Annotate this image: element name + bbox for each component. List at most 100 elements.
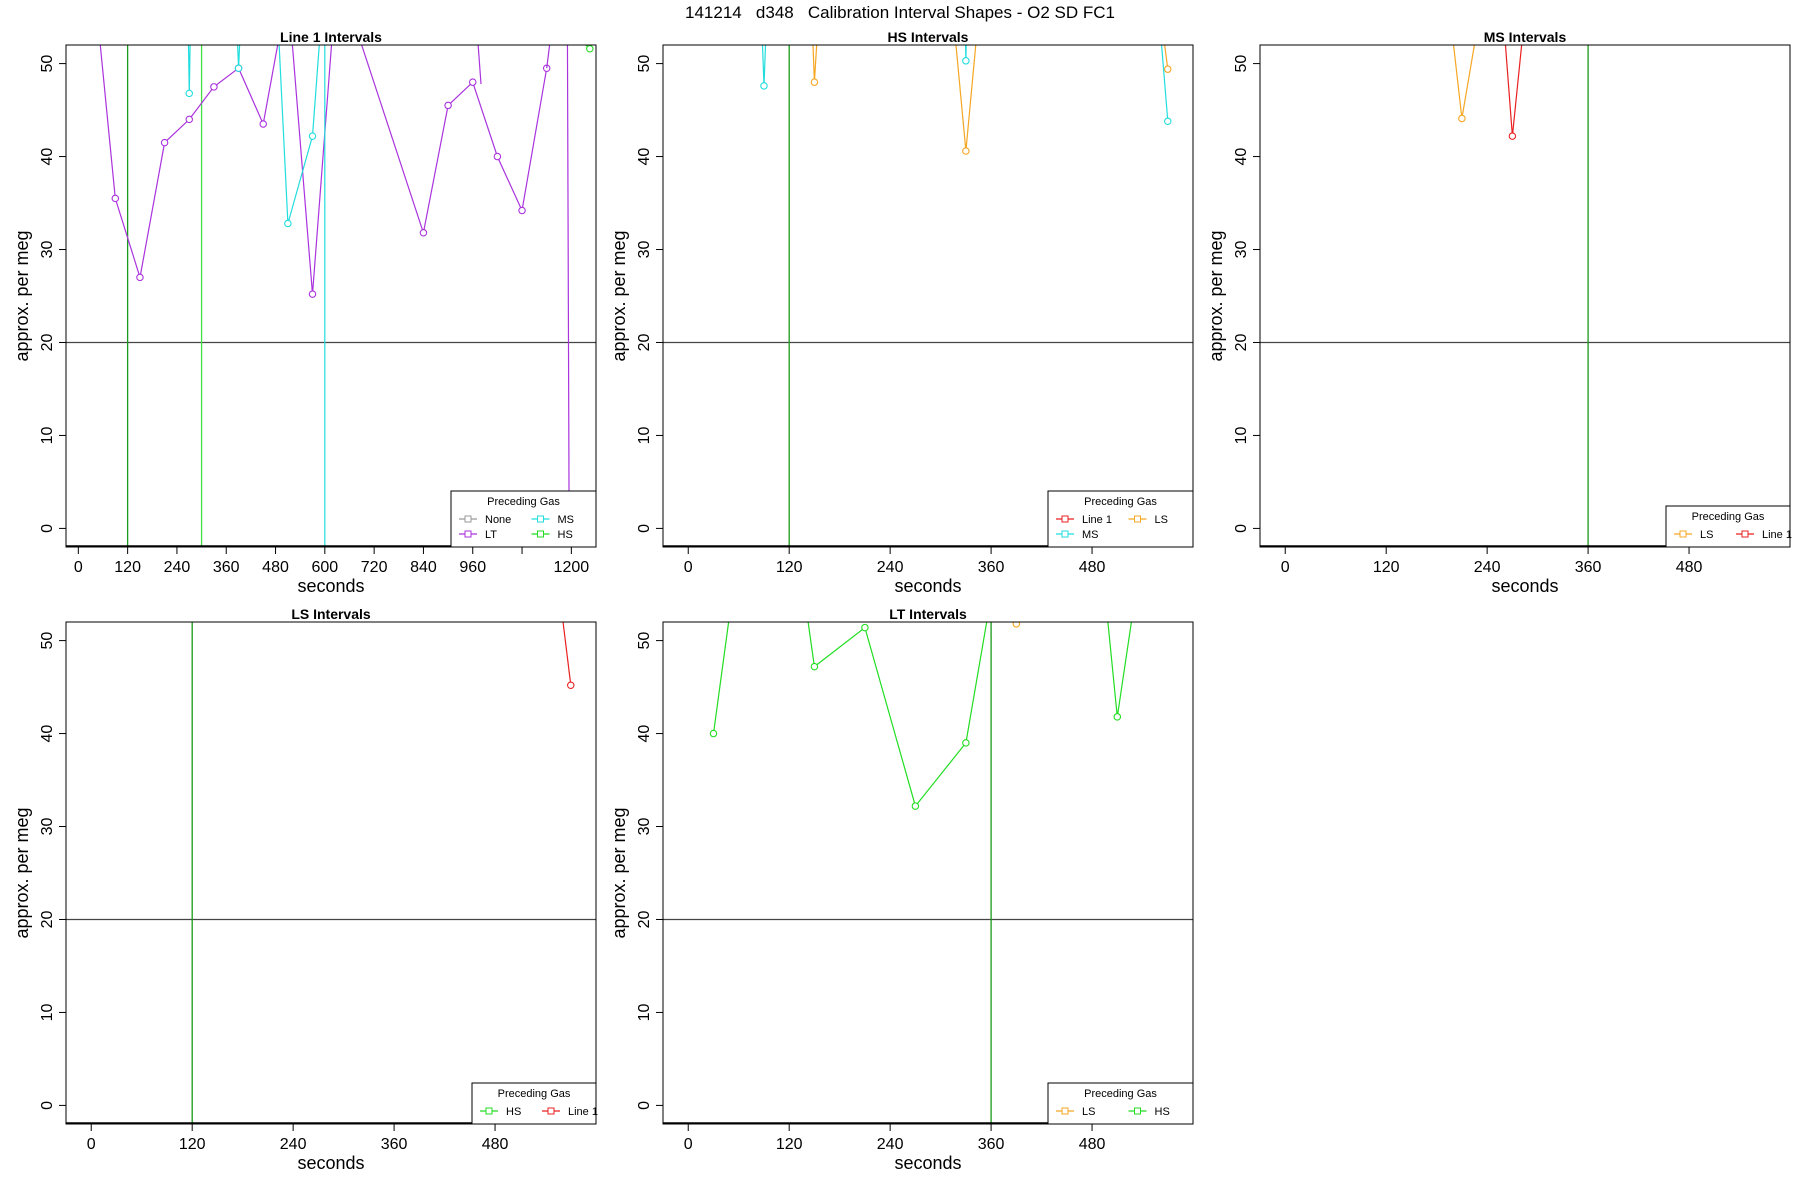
y-tick-label: 10 [636, 1003, 653, 1021]
legend-entry-label: LS [1155, 514, 1168, 526]
y-tick-label: 30 [39, 241, 56, 259]
series-line-lt [546, 45, 570, 547]
legend-swatch-marker [537, 515, 544, 523]
chart-panel: MS Intervals 0 120 240 360 480 0 10 20 30 40 50 seco… [1206, 29, 1792, 596]
data-point [284, 219, 292, 228]
series-line-ls [1164, 45, 1169, 70]
legend-swatch-marker [1134, 515, 1141, 523]
legend-title: Preceding Gas [487, 496, 560, 508]
series-line-hs [807, 622, 988, 808]
legend-swatch-marker [1061, 530, 1069, 538]
legend: Preceding Gas LS Line 1 [1665, 505, 1792, 548]
plot-area [66, 622, 596, 1124]
series-line-ms [1160, 45, 1169, 122]
x-tick-label: 360 [213, 559, 240, 576]
x-tick-label: 240 [877, 1136, 904, 1153]
legend-swatch-marker [547, 1107, 555, 1115]
legend-entry-label: MS [1082, 529, 1099, 541]
legend-entry-label: HS [1155, 1106, 1170, 1118]
legend-entry-label: Line 1 [568, 1106, 598, 1118]
y-axis-label: approx. per meg [1206, 230, 1226, 361]
data-point [962, 739, 970, 747]
y-tick-label: 40 [39, 725, 56, 743]
data-point [210, 83, 218, 91]
x-tick-label: 960 [459, 559, 486, 576]
y-tick-label: 30 [636, 241, 653, 259]
y-tick-label: 10 [39, 426, 56, 444]
y-tick-label: 20 [1233, 333, 1250, 351]
y-tick-label: 0 [636, 1101, 653, 1110]
data-point [911, 802, 920, 810]
data-point [1508, 132, 1517, 140]
chart-panel: HS Intervals 0 120 240 360 480 0 10 20 30 40 50 seco… [609, 29, 1194, 596]
plot-frame [662, 44, 1194, 548]
data-point [111, 194, 120, 203]
data-point [308, 290, 317, 298]
legend-box [1047, 1082, 1194, 1125]
legend-swatch-marker [464, 530, 472, 538]
data-point [567, 681, 575, 689]
y-tick-label: 40 [1233, 148, 1250, 166]
data-point [234, 64, 243, 72]
series-line-hs [712, 622, 730, 734]
y-tick-label: 40 [39, 148, 56, 166]
data-point [1164, 65, 1172, 73]
legend-entry-label: Line 1 [1762, 529, 1792, 541]
series-line-lt [99, 45, 548, 295]
x-tick-label: 120 [776, 559, 803, 576]
x-tick-label: 120 [1373, 559, 1400, 576]
y-tick-label: 10 [39, 1003, 56, 1021]
data-point [136, 273, 144, 282]
plot-frame [65, 44, 597, 548]
data-point [419, 229, 428, 237]
panels: Line 1 Intervals 0 120 240 360 480 600 720 840 96… [12, 29, 1792, 1173]
y-tick-label: 20 [39, 333, 56, 351]
data-point [962, 147, 970, 155]
x-tick-label: 360 [1575, 559, 1602, 576]
legend-entry-label: LS [1082, 1106, 1095, 1118]
legend-title: Preceding Gas [1692, 511, 1765, 523]
plot-area [663, 622, 1193, 1124]
panel-title: Line 1 Intervals [280, 29, 382, 45]
y-tick-label: 0 [636, 524, 653, 533]
legend-entry-label: None [485, 514, 511, 526]
y-tick-label: 0 [39, 1101, 56, 1110]
y-tick-label: 50 [39, 632, 56, 650]
panel-title: MS Intervals [1484, 29, 1567, 45]
data-point [160, 138, 169, 147]
series-line-lt [477, 45, 482, 85]
data-point [518, 206, 526, 215]
x-tick-label: 1200 [554, 559, 590, 576]
legend: Preceding Gas None MS LT HS [450, 490, 597, 548]
data-point [444, 101, 452, 110]
series-line-line-1 [562, 622, 572, 686]
legend-swatch-marker [1061, 1107, 1069, 1115]
x-tick-label: 480 [262, 559, 289, 576]
y-tick-label: 0 [39, 524, 56, 533]
legend-entry-label: HS [506, 1106, 521, 1118]
x-axis-label: seconds [297, 1153, 364, 1173]
x-tick-label: 480 [482, 1136, 509, 1153]
plot-frame [65, 621, 597, 1125]
legend-swatch-marker [1134, 1107, 1141, 1115]
y-tick-label: 10 [1233, 426, 1250, 444]
data-point [493, 152, 502, 161]
x-tick-label: 0 [74, 559, 83, 576]
x-tick-label: 120 [114, 559, 141, 576]
plot-area [1260, 45, 1790, 547]
y-axis-label: approx. per meg [609, 230, 629, 361]
legend: Preceding Gas LS HS [1047, 1082, 1194, 1125]
data-point [810, 78, 819, 86]
data-point [185, 115, 194, 124]
panel-title: LS Intervals [291, 606, 371, 622]
data-point [185, 89, 194, 98]
chart-panel: Line 1 Intervals 0 120 240 360 480 600 720 840 96… [12, 29, 597, 596]
x-tick-label: 480 [1676, 559, 1703, 576]
legend-title: Preceding Gas [1084, 496, 1157, 508]
x-tick-label: 120 [776, 1136, 803, 1153]
x-tick-label: 360 [978, 1136, 1005, 1153]
panel-title: LT Intervals [889, 606, 967, 622]
x-tick-label: 480 [1079, 559, 1106, 576]
